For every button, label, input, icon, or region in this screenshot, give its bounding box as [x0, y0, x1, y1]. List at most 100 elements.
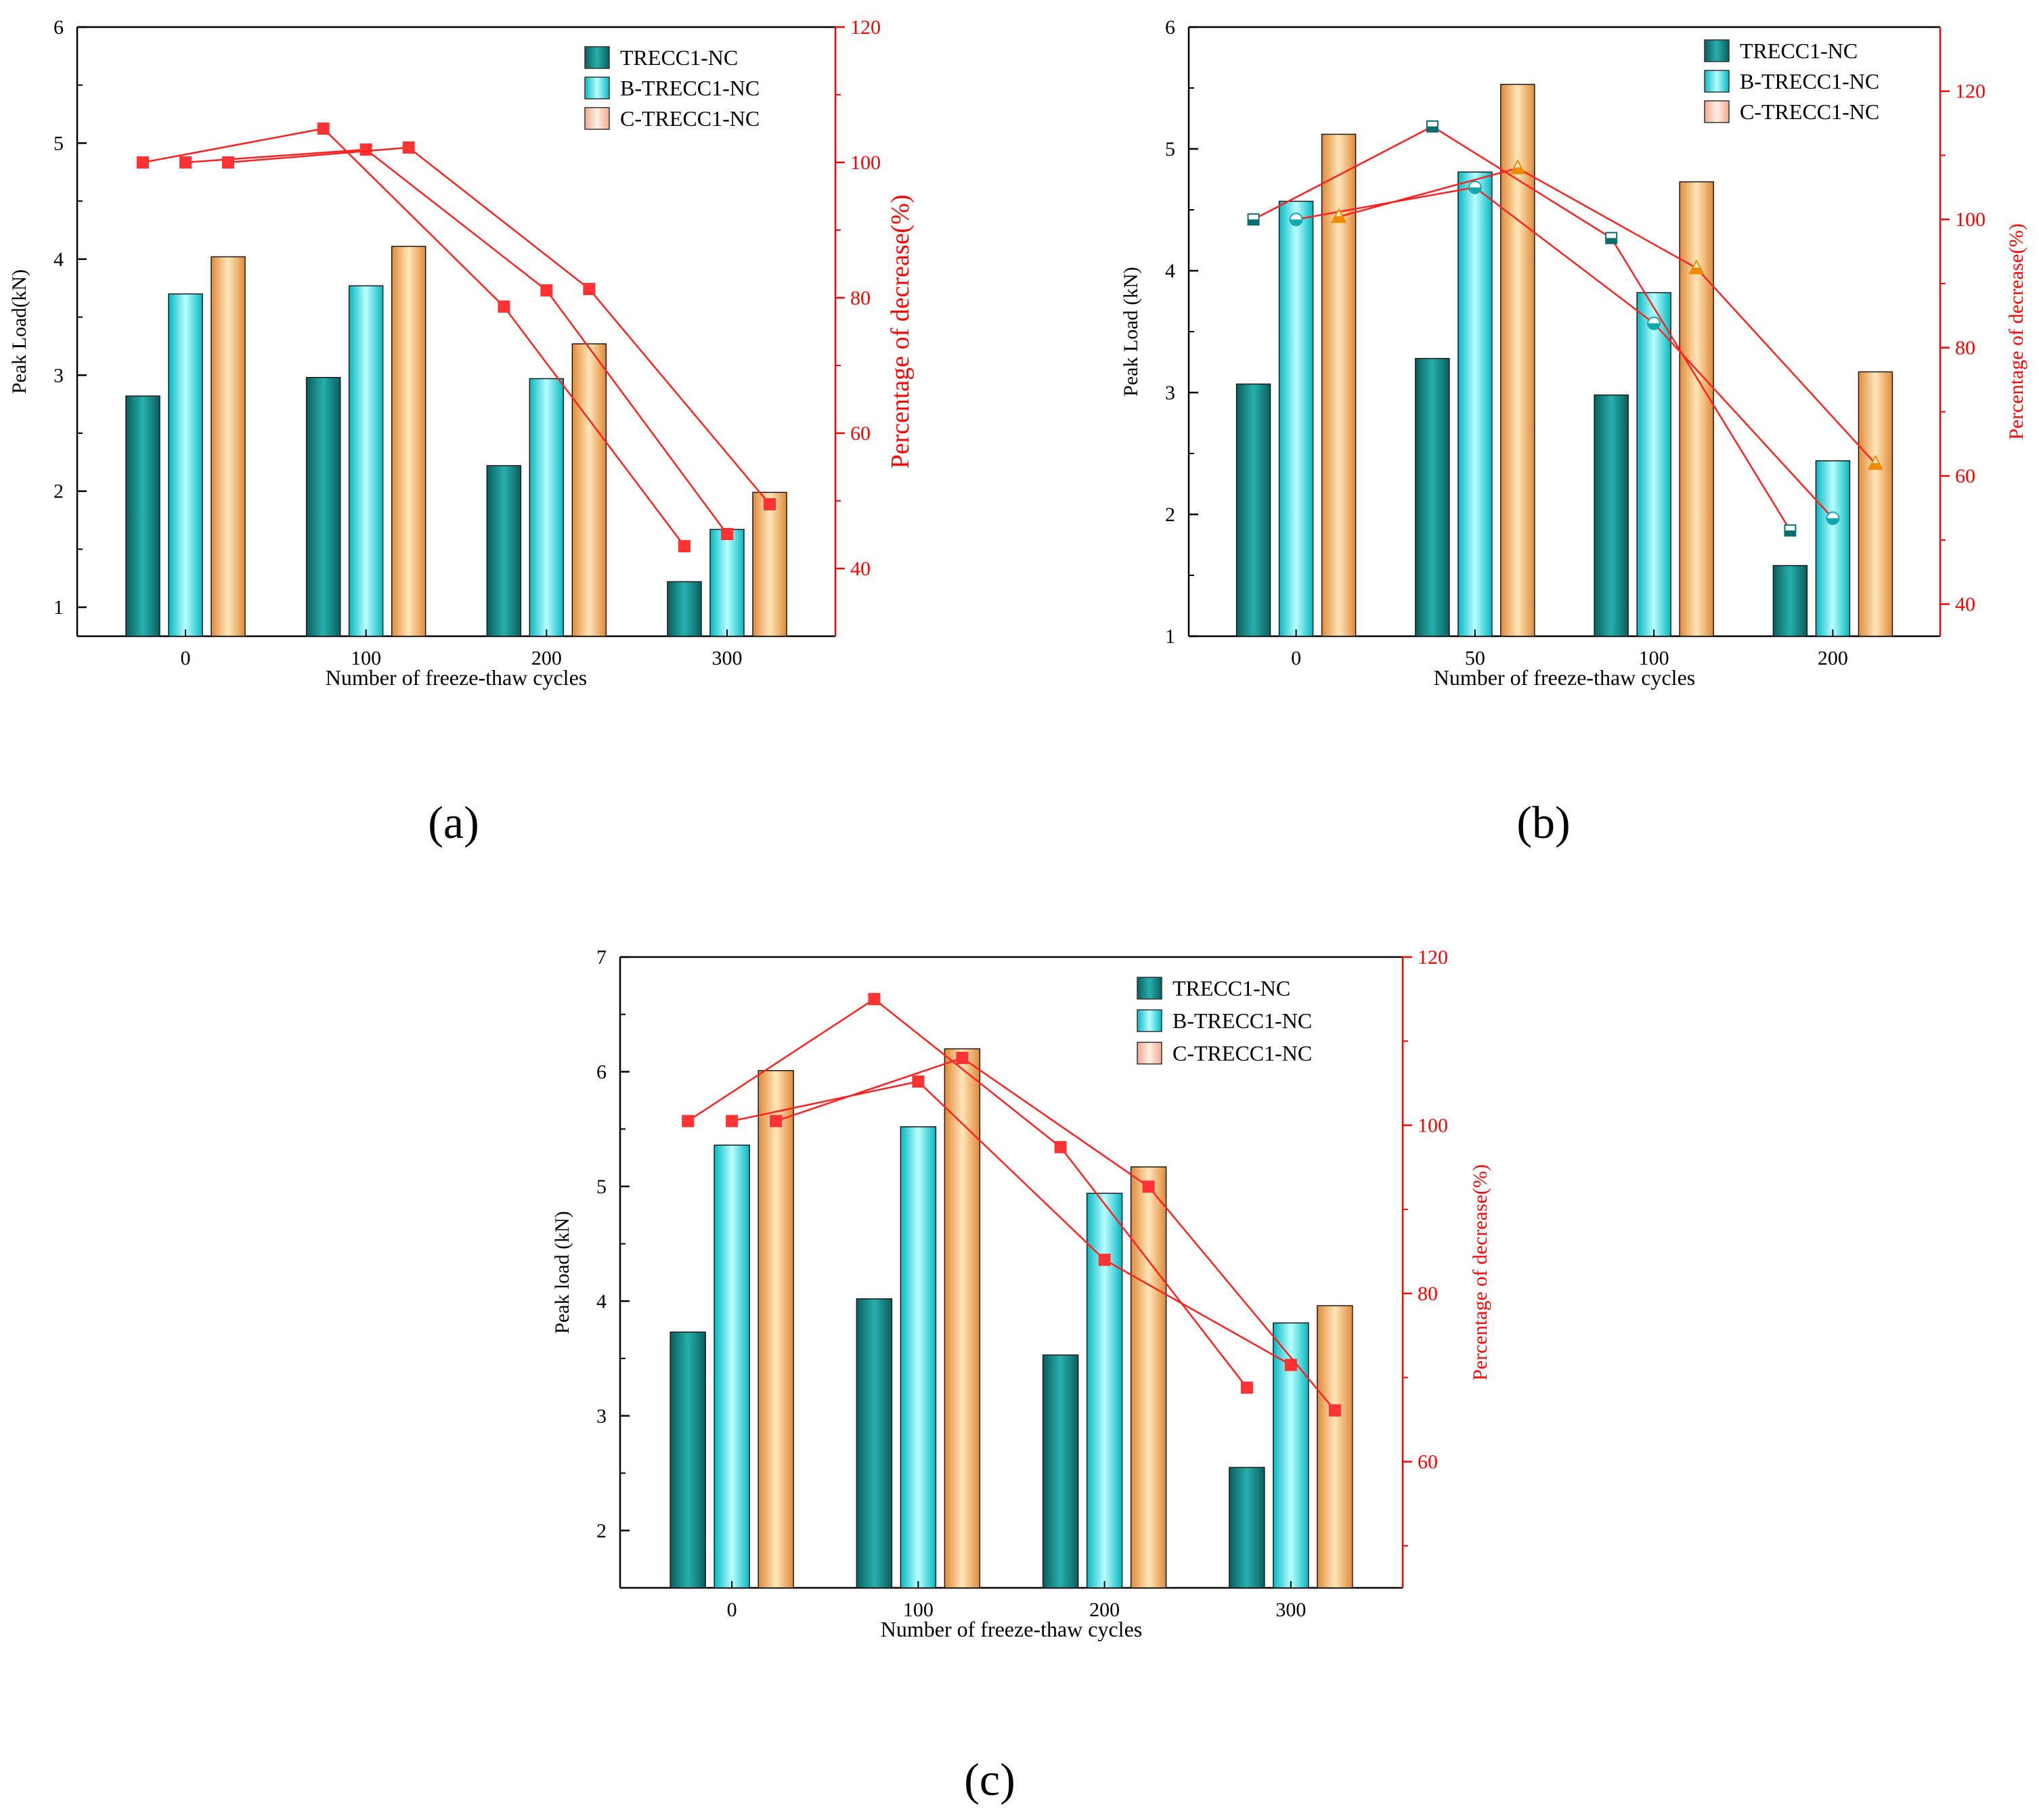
bar-c-trecc1-nc-200	[571, 343, 607, 637]
y2-tick-label: 100	[1418, 1115, 1448, 1137]
percent-marker-c-trecc1-nc-200	[583, 283, 596, 295]
percent-marker-c-trecc1-nc-0	[222, 156, 234, 169]
y-tick-label: 3	[53, 364, 64, 386]
percent-line-c-trecc1-nc	[227, 146, 770, 505]
x-tick-label: 200	[531, 647, 562, 669]
y-tick-label: 2	[596, 1519, 607, 1542]
percent-marker-trecc1-nc-100	[317, 123, 330, 135]
percent-line-trecc1-nc	[142, 127, 685, 547]
legend-swatch-c-trecc1-nc	[1137, 1042, 1162, 1065]
percent-marker-trecc1-nc-200	[498, 301, 510, 313]
percent-marker-b-trecc1-nc-200	[540, 284, 553, 296]
percent-marker-b-trecc1-nc-100	[359, 143, 372, 156]
percent-marker-c-trecc1-nc-0	[770, 1115, 783, 1128]
legend-label-b-trecc1-nc: B-TRECC1-NC	[1740, 69, 1879, 93]
y-axis-title: Peak Load (kN)	[1120, 267, 1142, 397]
bar-b-trecc1-nc-100	[1636, 292, 1671, 637]
legend-swatch-b-trecc1-nc	[1704, 70, 1730, 93]
x-axis-title: Number of freeze-thaw cycles	[881, 1617, 1142, 1641]
percent-marker-c-trecc1-nc-0	[1330, 208, 1347, 223]
x-axis-title: Number of freeze-thaw cycles	[326, 665, 587, 690]
bar-b-trecc1-nc-0	[714, 1145, 750, 1589]
x-tick-label: 300	[1275, 1599, 1306, 1621]
panel-c-chart: 2 3 4 5 6 7 60 80 100 120 0 100 200 300 Number of free…	[551, 946, 1491, 1641]
y2-axis-title: Percentage of decrease(%)	[2005, 223, 2027, 440]
bar-trecc1-nc-200	[1042, 1354, 1079, 1589]
percent-marker-trecc1-nc-200	[1054, 1140, 1067, 1153]
bar-trecc1-nc-0	[125, 395, 160, 637]
percent-line-b-trecc1-nc	[185, 148, 728, 535]
bar-c-trecc1-nc-300	[1317, 1305, 1353, 1589]
y-tick-label: 6	[53, 16, 64, 39]
bar-trecc1-nc-300	[667, 581, 702, 637]
bar-c-trecc1-nc-100	[1679, 181, 1714, 637]
bar-trecc1-nc-0	[1235, 383, 1271, 637]
bar-trecc1-nc-0	[670, 1331, 706, 1589]
bar-c-trecc1-nc-0	[758, 1070, 794, 1589]
bar-c-trecc1-nc-100	[944, 1048, 981, 1589]
percent-marker-c-trecc1-nc-100	[956, 1052, 969, 1065]
percent-marker-trecc1-nc-50	[1426, 120, 1439, 133]
percent-marker-b-trecc1-nc-300	[721, 528, 733, 540]
legend-label-b-trecc1-nc: B-TRECC1-NC	[620, 76, 760, 100]
legend-label-c-trecc1-nc: C-TRECC1-NC	[1740, 99, 1879, 124]
y-tick-label: 4	[596, 1290, 607, 1312]
y2-tick-label: 120	[850, 16, 881, 39]
percent-marker-trecc1-nc-200	[1784, 524, 1797, 537]
y2-tick-label: 60	[1418, 1451, 1438, 1473]
percent-line-b-trecc1-nc	[731, 1080, 1292, 1366]
percent-marker-b-trecc1-nc-0	[179, 156, 192, 169]
legend-label-trecc1-nc: TRECC1-NC	[1172, 976, 1290, 1000]
percent-marker-trecc1-nc-100	[1605, 231, 1618, 244]
legend-swatch-b-trecc1-nc	[584, 76, 610, 99]
bar-b-trecc1-nc-100	[348, 285, 384, 637]
bar-b-trecc1-nc-0	[168, 293, 203, 637]
bar-trecc1-nc-100	[856, 1298, 893, 1589]
x-tick-label: 0	[1291, 647, 1301, 669]
x-tick-label: 300	[712, 647, 743, 669]
y2-axis-title: Percentage of decrease(%)	[886, 194, 915, 468]
legend-swatch-trecc1-nc	[1137, 977, 1162, 1000]
percent-marker-trecc1-nc-100	[868, 993, 881, 1006]
percent-marker-trecc1-nc-300	[1240, 1381, 1253, 1394]
percent-line-trecc1-nc	[1252, 125, 1791, 531]
y-tick-label: 4	[53, 248, 64, 271]
bar-b-trecc1-nc-0	[1278, 200, 1314, 637]
y-axis-title: Peak Load(kN)	[8, 269, 30, 394]
percent-marker-trecc1-nc-0	[682, 1115, 695, 1128]
y2-tick-label: 100	[850, 152, 881, 174]
panel-b-label: (b)	[1516, 797, 1570, 848]
y-tick-label: 5	[1165, 138, 1175, 160]
legend-swatch-trecc1-nc	[1704, 39, 1730, 62]
bar-b-trecc1-nc-200	[1815, 460, 1851, 637]
y-tick-label: 3	[1165, 382, 1175, 404]
percent-marker-b-trecc1-nc-100	[1647, 316, 1661, 330]
bar-c-trecc1-nc-200	[1858, 371, 1893, 637]
y-tick-label: 4	[1165, 260, 1175, 282]
bar-b-trecc1-nc-100	[900, 1126, 937, 1589]
percent-marker-trecc1-nc-0	[1247, 213, 1260, 226]
y-tick-label: 5	[596, 1176, 607, 1198]
percent-marker-b-trecc1-nc-100	[912, 1075, 925, 1088]
legend-swatch-c-trecc1-nc	[1704, 100, 1730, 123]
bar-c-trecc1-nc-300	[752, 491, 787, 637]
x-tick-label: 0	[727, 1599, 737, 1621]
y2-tick-label: 40	[1955, 594, 1975, 616]
x-tick-label: 100	[1639, 647, 1669, 669]
legend-swatch-trecc1-nc	[584, 46, 610, 69]
percent-marker-trecc1-nc-300	[678, 540, 690, 552]
bar-c-trecc1-nc-100	[391, 246, 426, 637]
percent-marker-b-trecc1-nc-200	[1826, 511, 1840, 525]
percent-marker-c-trecc1-nc-200	[1142, 1180, 1155, 1193]
y2-tick-label: 80	[1418, 1283, 1438, 1305]
legend-swatch-c-trecc1-nc	[584, 107, 610, 130]
bar-b-trecc1-nc-200	[529, 378, 565, 637]
percent-marker-b-trecc1-nc-300	[1284, 1358, 1297, 1371]
panel-c-label: (c)	[964, 1754, 1015, 1805]
legend-label-b-trecc1-nc: B-TRECC1-NC	[1172, 1008, 1312, 1033]
percent-marker-trecc1-nc-0	[137, 156, 149, 169]
y2-tick-label: 60	[1955, 465, 1975, 487]
percent-marker-c-trecc1-nc-300	[1328, 1404, 1341, 1417]
y2-tick-label: 120	[1955, 81, 1986, 103]
y-tick-label: 2	[1165, 504, 1175, 526]
